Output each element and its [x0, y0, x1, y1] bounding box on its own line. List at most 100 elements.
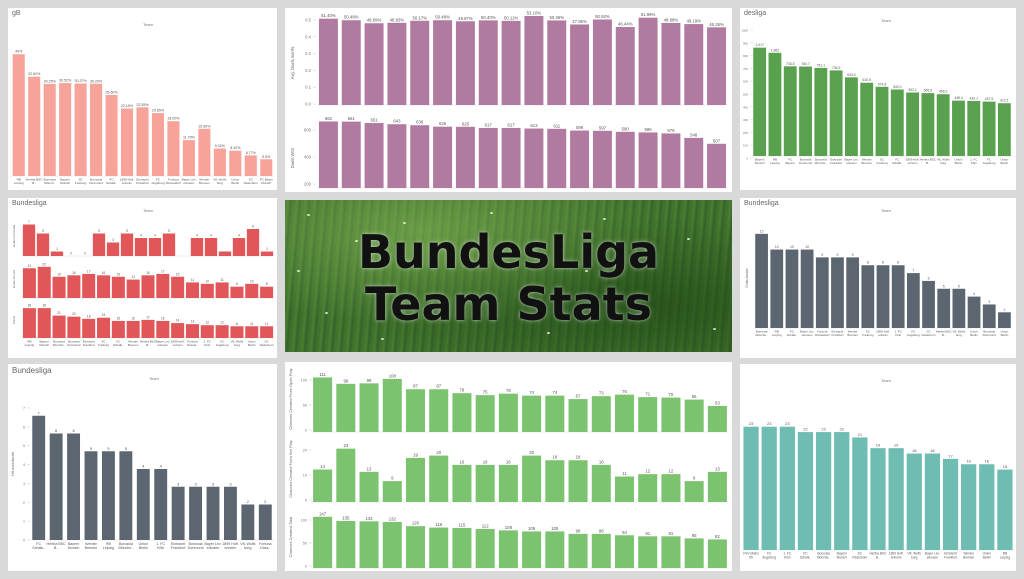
- data-label: 456.3: [939, 90, 948, 94]
- tick-label: FSV Mainz: [743, 552, 759, 556]
- bar: [846, 257, 860, 328]
- tick-label: FC: [116, 340, 121, 344]
- bar: [245, 326, 259, 338]
- bar: [800, 249, 814, 328]
- data-label: 28: [42, 304, 46, 308]
- bar: [815, 432, 832, 550]
- tick-label: 0.5: [305, 18, 311, 23]
- bar: [707, 143, 727, 188]
- tick-label: Frankfurt: [83, 343, 95, 347]
- data-label: 98: [576, 528, 581, 533]
- bar: [429, 389, 449, 432]
- tick-label: 6: [23, 425, 25, 429]
- tick-label: 1899 Hoff.: [222, 542, 239, 546]
- tick-label: Schalk..: [787, 333, 798, 337]
- data-label: 4: [973, 292, 975, 296]
- data-label: 9: [391, 476, 394, 481]
- bar: [570, 24, 590, 105]
- data-label: 6: [72, 428, 75, 433]
- bar: [785, 249, 799, 328]
- data-label: 66: [692, 394, 697, 399]
- tick-label: 1899 Hoff.: [906, 158, 920, 162]
- bar: [952, 288, 966, 328]
- data-label: 16: [966, 459, 971, 464]
- hero-banner: BundesLiga Team Stats: [285, 200, 732, 352]
- bar: [405, 526, 426, 568]
- tick-label: Bayern: [60, 178, 70, 182]
- bar: [341, 121, 361, 188]
- data-label: 5: [958, 284, 960, 288]
- bar: [661, 474, 681, 502]
- axis-title: Hit woodwork: [10, 452, 15, 476]
- tick-label: Union: [231, 178, 239, 182]
- tick-label: Werder: [963, 552, 974, 556]
- bar: [215, 325, 229, 338]
- bar: [852, 437, 868, 550]
- panel-top-right: desliga Team 1000 900 800 700 600 500 400 300 200…: [740, 8, 1016, 190]
- bar: [260, 326, 274, 338]
- data-label: 87: [436, 384, 441, 389]
- data-label: 18.00%: [167, 117, 180, 121]
- data-label: 10: [206, 279, 210, 283]
- tick-label: Frankfurt: [171, 546, 185, 550]
- data-label: 50.17%: [412, 15, 427, 20]
- bar: [545, 395, 565, 432]
- bar: [32, 415, 46, 540]
- bar: [189, 486, 203, 540]
- tick-label: Berlin: [231, 181, 239, 185]
- bar: [815, 257, 829, 328]
- tick-label: Freiburg: [98, 343, 110, 347]
- tick-label: FC: [987, 158, 992, 162]
- tick-label: RB: [27, 340, 31, 344]
- bar: [405, 389, 426, 432]
- data-label: 22: [821, 427, 826, 432]
- tick-label: 0.2: [305, 68, 311, 73]
- tick-label: Eintracht: [136, 178, 148, 182]
- bar: [661, 397, 681, 432]
- bar: [185, 282, 199, 298]
- data-label: 22: [840, 427, 845, 432]
- bar: [206, 486, 220, 540]
- bar: [961, 464, 977, 550]
- tick-label: SC: [265, 340, 270, 344]
- bar: [876, 265, 890, 328]
- bar: [22, 224, 36, 256]
- tick-label: 5: [23, 444, 25, 448]
- tick-label: Augsburg: [907, 333, 920, 337]
- tick-label: Bayern: [785, 161, 795, 165]
- data-label: 599: [576, 125, 584, 130]
- bar: [888, 448, 904, 550]
- bar: [182, 140, 195, 176]
- tick-label: Augsburg: [983, 161, 996, 165]
- tick-label: Köln: [971, 161, 977, 165]
- bar: [232, 238, 246, 256]
- bar: [341, 20, 361, 106]
- data-label: 761.1: [817, 63, 826, 67]
- data-label: 13: [191, 320, 195, 324]
- data-label: 11.79%: [183, 136, 196, 140]
- data-label: 16: [161, 316, 165, 320]
- tick-label: 700: [743, 67, 748, 71]
- data-label: 147: [319, 511, 327, 516]
- data-label: 16: [72, 271, 76, 275]
- tick-label: 4: [23, 463, 25, 467]
- data-label: 46.26%: [709, 22, 724, 27]
- tick-label: Frankfurt: [831, 333, 843, 337]
- tick-label: B..: [54, 546, 58, 550]
- tick-label: 0: [23, 539, 25, 543]
- data-label: 613: [530, 123, 538, 128]
- bar: [429, 455, 449, 502]
- data-label: 48.93%: [390, 17, 405, 22]
- bar: [120, 233, 134, 256]
- tick-label: Fortuna: [259, 542, 271, 546]
- tick-label: Dortmund: [983, 333, 997, 337]
- bar: [998, 312, 1011, 328]
- tick-label: Hertha BSC: [869, 552, 887, 556]
- bar: [921, 93, 935, 156]
- tick-label: enheim: [122, 181, 133, 185]
- bar: [204, 238, 218, 256]
- data-label: 9: [852, 253, 854, 257]
- tick-label: B..: [926, 161, 930, 165]
- data-label: 21: [858, 432, 863, 437]
- bar: [547, 128, 567, 188]
